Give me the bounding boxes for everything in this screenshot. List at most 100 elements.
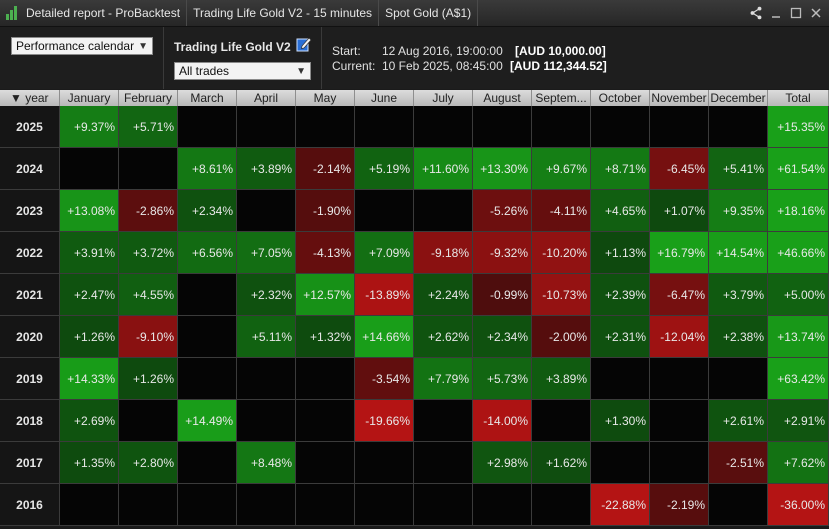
month-cell: +2.98%	[473, 442, 532, 484]
month-cell	[237, 106, 296, 148]
month-cell: +16.79%	[650, 232, 709, 274]
view-select[interactable]: Performance calendar ▼	[11, 37, 153, 55]
month-cell: +9.37%	[60, 106, 119, 148]
month-cell: -6.45%	[650, 148, 709, 190]
month-cell: -2.19%	[650, 484, 709, 526]
minimize-icon[interactable]	[769, 6, 783, 20]
column-header[interactable]: March	[178, 90, 237, 106]
column-header[interactable]: July	[414, 90, 473, 106]
column-header[interactable]: October	[591, 90, 650, 106]
table-row: 2019 +14.33% +1.26% -3.54% +7.79% +5.73% +3.89…	[0, 358, 829, 400]
month-cell: -9.32%	[473, 232, 532, 274]
strategy-name: Trading Life Gold V2	[174, 40, 291, 54]
sort-year-header[interactable]: ▼ year	[0, 90, 60, 106]
column-header[interactable]: February	[119, 90, 178, 106]
total-cell: +63.42%	[768, 358, 829, 400]
column-header[interactable]: August	[473, 90, 532, 106]
month-cell	[355, 190, 414, 232]
month-cell: +3.89%	[237, 148, 296, 190]
month-cell: +2.34%	[473, 316, 532, 358]
total-cell: +5.00%	[768, 274, 829, 316]
month-cell: +1.13%	[591, 232, 650, 274]
month-cell	[296, 400, 355, 442]
trades-select[interactable]: All trades ▼	[174, 62, 311, 80]
month-cell: -2.86%	[119, 190, 178, 232]
month-cell: +2.34%	[178, 190, 237, 232]
month-cell: -5.26%	[473, 190, 532, 232]
strategy-tab[interactable]: Trading Life Gold V2 - 15 minutes	[187, 0, 380, 26]
app-title-tab[interactable]: Detailed report - ProBacktest	[0, 0, 188, 26]
maximize-icon[interactable]	[789, 6, 803, 20]
month-cell: -10.20%	[532, 232, 591, 274]
month-cell: +5.19%	[355, 148, 414, 190]
month-cell	[532, 106, 591, 148]
month-cell	[414, 484, 473, 526]
month-cell: -9.10%	[119, 316, 178, 358]
trades-select-value: All trades	[179, 64, 230, 78]
month-cell	[296, 358, 355, 400]
month-cell: +2.62%	[414, 316, 473, 358]
column-header[interactable]: May	[296, 90, 355, 106]
table-row: 2020 +1.26% -9.10% +5.11% +1.32% +14.66% +2.62…	[0, 316, 829, 358]
month-cell: +1.26%	[119, 358, 178, 400]
month-cell: +2.39%	[591, 274, 650, 316]
table-row: 2016 -22.88% -2.19% -36.00%	[0, 484, 829, 526]
total-cell: +18.16%	[768, 190, 829, 232]
close-icon[interactable]	[809, 6, 823, 20]
month-cell: +14.33%	[60, 358, 119, 400]
month-cell	[237, 400, 296, 442]
month-cell	[591, 106, 650, 148]
month-cell	[414, 190, 473, 232]
column-header[interactable]: April	[237, 90, 296, 106]
start-date: 12 Aug 2016, 19:00:00	[382, 44, 503, 58]
month-cell	[296, 442, 355, 484]
edit-icon[interactable]	[296, 36, 312, 52]
column-header[interactable]: January	[60, 90, 119, 106]
start-label: Start:	[332, 44, 361, 58]
instrument-tab[interactable]: Spot Gold (A$1)	[379, 0, 479, 26]
month-cell	[237, 358, 296, 400]
column-header[interactable]: November	[650, 90, 709, 106]
share-icon[interactable]	[749, 6, 763, 20]
month-cell	[650, 358, 709, 400]
table-row: 2021 +2.47% +4.55% +2.32% +12.57% -13.89% +2.2…	[0, 274, 829, 316]
month-cell: -10.73%	[532, 274, 591, 316]
report-header: Performance calendar ▼ Trading Life Gold…	[0, 27, 829, 89]
month-cell: -4.13%	[296, 232, 355, 274]
month-cell: -2.51%	[709, 442, 768, 484]
month-cell: +14.54%	[709, 232, 768, 274]
month-cell: +1.32%	[296, 316, 355, 358]
month-cell: -12.04%	[650, 316, 709, 358]
month-cell: +11.60%	[414, 148, 473, 190]
month-cell	[60, 484, 119, 526]
current-label: Current:	[332, 59, 376, 73]
column-header[interactable]: June	[355, 90, 414, 106]
total-cell: +7.62%	[768, 442, 829, 484]
year-cell: 2024	[0, 148, 60, 190]
column-header[interactable]: Total	[768, 90, 829, 106]
month-cell	[355, 442, 414, 484]
current-date: 10 Feb 2025, 08:45:00	[382, 59, 503, 73]
column-header[interactable]: December	[709, 90, 768, 106]
performance-calendar-grid: 2025 +9.37% +5.71% +15.35% 2024 +8.61% +3.89% -…	[0, 106, 829, 526]
month-cell: -4.11%	[532, 190, 591, 232]
month-cell: +2.47%	[60, 274, 119, 316]
month-cell: -6.47%	[650, 274, 709, 316]
table-row: 2018 +2.69% +14.49% -19.66% -14.00% +1.30% +2.…	[0, 400, 829, 442]
month-cell	[237, 190, 296, 232]
column-header[interactable]: Septem...	[532, 90, 591, 106]
month-cell: +5.71%	[119, 106, 178, 148]
month-cell: +3.89%	[532, 358, 591, 400]
year-cell: 2017	[0, 442, 60, 484]
divider	[163, 27, 164, 89]
month-cell	[178, 484, 237, 526]
month-cell	[178, 358, 237, 400]
total-cell: +13.74%	[768, 316, 829, 358]
month-cell: +1.26%	[60, 316, 119, 358]
month-cell: +7.79%	[414, 358, 473, 400]
month-cell: -2.00%	[532, 316, 591, 358]
chevron-down-icon: ▼	[296, 65, 306, 77]
app-title: Detailed report - ProBacktest	[26, 6, 181, 20]
current-value: [AUD 112,344.52]	[510, 59, 607, 73]
month-cell	[414, 442, 473, 484]
